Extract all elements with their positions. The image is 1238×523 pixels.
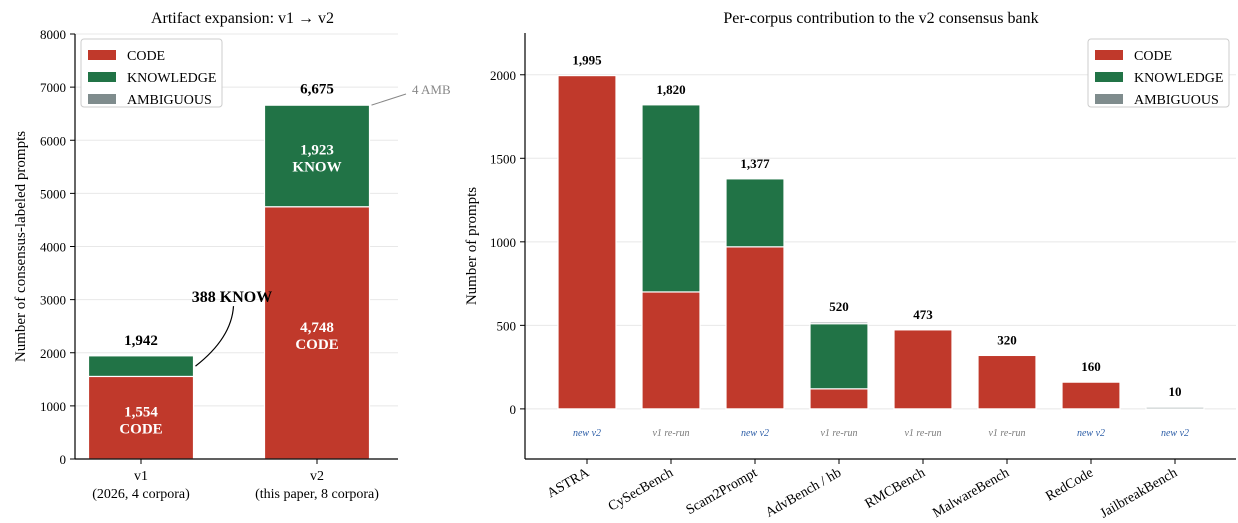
bar-segment-code [977, 354, 1037, 410]
legend-swatch-knowledge [1095, 72, 1123, 82]
bar-total-label: 160 [1081, 359, 1101, 374]
x-tick-label: CySecBench [606, 465, 676, 514]
x-tick-label: RMCBench [863, 465, 928, 511]
bar-total-label: 1,995 [572, 53, 602, 68]
bar-total-label: 473 [913, 307, 933, 322]
bar-total-label: 520 [829, 299, 849, 314]
bar-segment-knowledge [87, 355, 195, 378]
bar-total-label: 1,942 [124, 333, 158, 349]
chart-title: Per-corpus contribution to the v2 consen… [723, 10, 1038, 27]
bar-segment-knowledge [263, 104, 371, 208]
bar-segment-ambiguous [809, 321, 869, 325]
left-chart: Artifact expansion: v1 → v2 0 1000 2000 3000… [13, 10, 451, 502]
corpus-tag: new v2 [573, 428, 601, 439]
legend-label-code: CODE [127, 49, 165, 64]
x-tick-label: JailbreakBench [1098, 465, 1180, 521]
legend-label-code: CODE [1134, 49, 1172, 64]
y-tick-label: 3000 [40, 293, 66, 308]
y-tick-label: 6000 [40, 133, 66, 148]
legend-swatch-knowledge [88, 72, 116, 82]
segment-value-label: 1,554 [124, 405, 158, 421]
corpus-tag: v1 re-run [652, 428, 689, 439]
y-tick-label: 1000 [40, 399, 66, 414]
annotation-label: 388 KNOW [192, 289, 272, 306]
segment-category-label: CODE [295, 337, 338, 353]
annotation-arrow [195, 306, 235, 367]
bar-segment-code [809, 388, 869, 410]
y-tick-label: 500 [497, 318, 517, 333]
x-tick-sublabel: (2026, 4 corpora) [92, 487, 190, 502]
segment-category-label: CODE [119, 422, 162, 438]
y-tick-label: 2000 [490, 68, 516, 83]
y-tick-label: 0 [510, 402, 517, 417]
bar-segment-ambiguous [263, 103, 371, 106]
y-tick-label: 5000 [40, 186, 66, 201]
corpus-tag: new v2 [741, 428, 769, 439]
legend-label-knowledge: KNOWLEDGE [1134, 71, 1223, 86]
bar-segment-knowledge [725, 178, 785, 248]
legend-swatch-ambiguous [1095, 94, 1123, 104]
bar-total-label: 320 [997, 332, 1017, 347]
segment-value-label: 1,923 [300, 143, 334, 159]
legend-box [1087, 38, 1230, 108]
corpus-tag: new v2 [1161, 428, 1189, 439]
bar-segment-code [641, 291, 701, 410]
y-tick-label: 4000 [40, 240, 66, 255]
bar-total-label: 6,675 [300, 81, 334, 97]
legend-swatch-ambiguous [88, 94, 116, 104]
corpus-tag: v1 re-run [820, 428, 857, 439]
chart-title: Artifact expansion: v1 → v2 [151, 10, 334, 27]
right-chart: Per-corpus contribution to the v2 consen… [464, 10, 1236, 522]
bar-segment-ambiguous [1145, 406, 1205, 410]
corpus-tag: v1 re-run [988, 428, 1025, 439]
corpus-tag: new v2 [1077, 428, 1105, 439]
bar-segment-code [557, 74, 617, 410]
bar-segment-code [1061, 381, 1121, 410]
bar-total-label: 10 [1169, 384, 1182, 399]
legend-label-ambiguous: AMBIGUOUS [127, 93, 212, 108]
legend-label-ambiguous: AMBIGUOUS [1134, 93, 1219, 108]
y-tick-label: 2000 [40, 346, 66, 361]
bar-segment-code [725, 246, 785, 410]
bar-segment-knowledge [809, 323, 869, 390]
legend-label-knowledge: KNOWLEDGE [127, 71, 216, 86]
legend-swatch-code [88, 50, 116, 60]
x-tick-label: v1 [134, 469, 148, 484]
corpus-tag: v1 re-run [904, 428, 941, 439]
x-tick-label: Scam2Prompt [684, 465, 760, 518]
y-tick-label: 0 [60, 452, 67, 467]
y-tick-label: 1000 [490, 235, 516, 250]
x-tick-label: v2 [310, 469, 324, 484]
annotation-label-amb: 4 AMB [412, 82, 451, 97]
x-tick-label: RedCode [1043, 465, 1096, 504]
bar-segment-code [893, 329, 953, 410]
x-tick-label: MalwareBench [930, 465, 1012, 521]
x-tick-label: AdvBench / hb [763, 465, 844, 520]
y-axis-label: Number of prompts [464, 187, 480, 305]
x-tick-sublabel: (this paper, 8 corpora) [255, 487, 379, 502]
annotation-line [371, 93, 407, 106]
legend-swatch-code [1095, 50, 1123, 60]
y-tick-label: 8000 [40, 27, 66, 42]
legend-box [80, 38, 223, 108]
y-tick-label: 1500 [490, 151, 516, 166]
y-tick-label: 7000 [40, 80, 66, 95]
bar-total-label: 1,377 [740, 156, 770, 171]
segment-value-label: 4,748 [300, 320, 334, 336]
segment-category-label: KNOW [292, 160, 341, 176]
bar-segment-knowledge [641, 104, 701, 293]
y-axis-label: Number of consensus-labeled prompts [13, 131, 29, 362]
x-tick-label: ASTRA [545, 465, 593, 501]
bar-total-label: 1,820 [656, 82, 685, 97]
bar-segment-code [263, 206, 371, 460]
